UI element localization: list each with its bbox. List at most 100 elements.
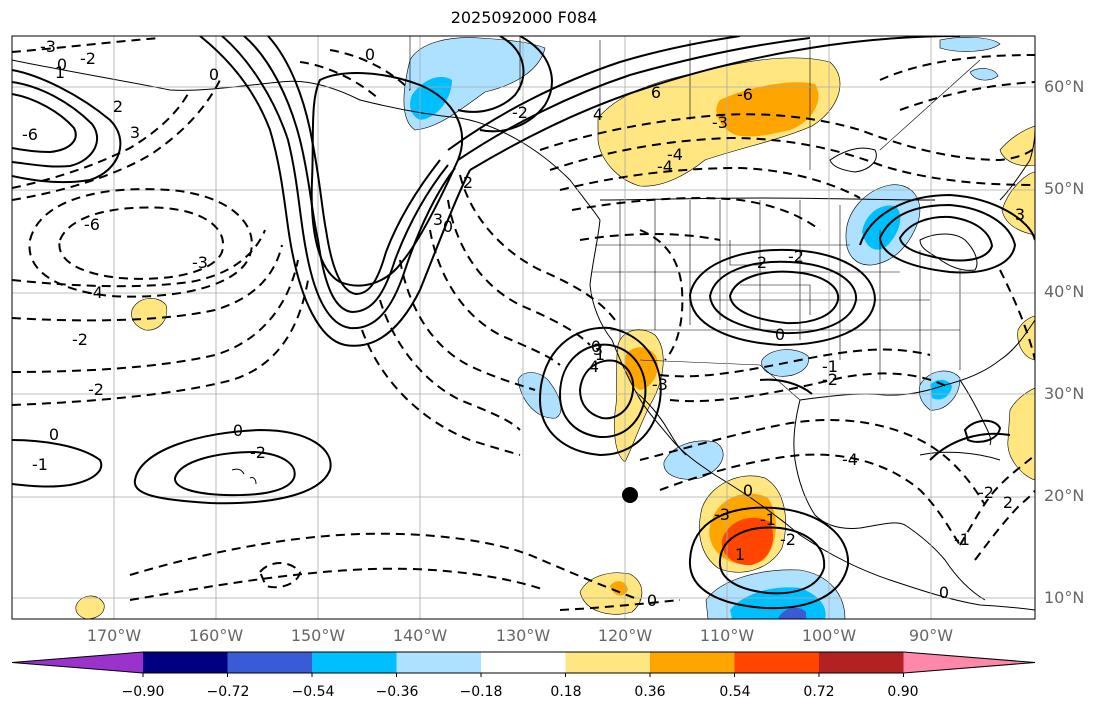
contour-solid-highplains-1 (688, 248, 877, 347)
contour-label: 4 (589, 357, 599, 376)
contour-dashed-ne-corner (879, 54, 1035, 81)
contour-label: 0 (647, 591, 657, 610)
contour-label: 0 (939, 583, 949, 602)
contour-dashed-alaska-north (329, 49, 411, 91)
lat-lon-grid (12, 36, 1035, 619)
lon-label-170w: 170°W (86, 626, 142, 645)
contour-solid-hawaii-1 (133, 428, 332, 505)
contour-dashed-trough-1 (459, 174, 616, 321)
contour-dashed-subtropics (129, 532, 641, 601)
colorbar-tick-label: 0.90 (887, 684, 919, 700)
contour-label: -2 (780, 530, 796, 549)
negative-contours (12, 37, 1035, 611)
contour-dashed-alaska-north-2 (299, 61, 381, 101)
colorbar-tick-label: −0.72 (206, 684, 250, 700)
contour-dashed-trough-6 (361, 329, 521, 456)
positive-anomaly-patch-3 (75, 595, 105, 619)
contour-label-layer: 3201-3-6-2-6-3-4-2-200-264320-6-3-4-4-32… (22, 37, 1025, 610)
contour-label: 3 (593, 340, 603, 359)
lat-label-10n: 10°N (1044, 588, 1085, 607)
contour-dashed-subtropics-3 (258, 562, 302, 589)
baja-california (635, 391, 687, 456)
contour-label: -4 (667, 145, 683, 164)
contour-label: 1 (735, 545, 745, 564)
map-background (12, 36, 1035, 619)
contour-label: 0 (591, 337, 601, 356)
contour-solid-ridge-2 (221, 36, 456, 330)
contour-label: -2 (80, 49, 96, 68)
contour-dashed-trough-3 (429, 229, 561, 366)
contour-solid-california-3 (578, 359, 635, 420)
contour-label: -1 (760, 510, 776, 529)
contour-label: 2 (463, 173, 473, 192)
colorbar-segment (650, 652, 735, 673)
negative-anomaly-patch-ne (939, 37, 1001, 52)
contour-label: -1 (822, 357, 838, 376)
map-title: 2025092000 F084 (450, 8, 598, 27)
contour-dashed-canada-3 (559, 166, 861, 199)
colorbar (11, 651, 1036, 677)
contour-solid-alaska-3 (12, 93, 77, 154)
negative-anomaly-tropical-deep (778, 607, 806, 619)
contour-label: 4 (593, 105, 603, 124)
colorbar-tick-label: 0.36 (634, 684, 666, 700)
contour-label: -2 (978, 483, 994, 502)
cuba (919, 451, 1001, 461)
positive-anomaly-east-canada (999, 125, 1035, 167)
contour-label: -4 (842, 450, 858, 469)
colorbar-tick-label: −0.18 (459, 684, 503, 700)
hudson-bay (829, 147, 877, 173)
lon-label-130w: 130°W (495, 626, 551, 645)
contour-solid-alaska (12, 69, 122, 184)
contour-label: -2 (788, 247, 804, 266)
contour-label: -6 (22, 125, 38, 144)
contour-dashed-alaska-1 (12, 37, 161, 53)
lat-label-20n: 20°N (1044, 486, 1085, 505)
contour-dashed-gulf-low-2 (58, 206, 225, 280)
contour-dashed-subtropics-2 (129, 567, 546, 601)
contour-label: 0 (233, 421, 243, 440)
lon-label-150w: 150°W (290, 626, 346, 645)
contour-label: -2 (250, 443, 266, 462)
contour-dashed-plains-2 (669, 372, 951, 403)
contour-label: 0 (443, 217, 453, 236)
negative-anomaly-great-lakes-core (862, 205, 901, 250)
contour-dashed-plains-1 (659, 348, 931, 378)
contour-dashed-gulf-2 (659, 453, 961, 546)
colorbar-segment (312, 652, 397, 673)
contour-solid-ne-2 (878, 203, 1017, 274)
contour-label: -6 (84, 215, 100, 234)
contour-dashed-trough-4 (399, 259, 536, 391)
contour-label: -3 (40, 37, 56, 56)
contour-solid-canada-2 (457, 36, 525, 113)
canada-interior (599, 197, 936, 201)
contour-solid-jet-1 (469, 36, 961, 171)
colorbar-segment (481, 652, 566, 673)
lon-label-90w: 90°W (908, 626, 954, 645)
lon-label-120w: 120°W (597, 626, 653, 645)
contour-dashed-east-edge (999, 269, 1035, 361)
contour-solid-california-2 (558, 343, 647, 439)
contour-solid-ne-3 (898, 215, 994, 262)
contour-dashed-canada-5 (579, 233, 721, 241)
contour-label: 2 (113, 97, 123, 116)
contour-solid-canada-1 (479, 36, 553, 133)
contour-label: -1 (32, 455, 48, 474)
contour-label: 1 (595, 345, 605, 364)
contour-dashed-canada-1 (539, 113, 1035, 162)
contour-label: 6 (651, 83, 661, 102)
contour-label: 3 (130, 123, 140, 142)
contour-dashed-east-1 (959, 454, 1035, 546)
colorbar-extend-low (12, 652, 143, 673)
florida (959, 379, 992, 446)
contour-dashed-alaska-2 (12, 89, 191, 189)
contour-label: -2 (822, 370, 838, 389)
contour-dashed-east-2 (974, 489, 1035, 561)
colorbar-segment (819, 652, 904, 673)
contour-dashed-gulf-low-1 (28, 188, 253, 298)
colorbar-tick-label: −0.36 (375, 684, 419, 700)
great-lakes (919, 233, 978, 271)
contour-label: -6 (737, 85, 753, 104)
negative-anomaly-patch-east (969, 68, 999, 81)
